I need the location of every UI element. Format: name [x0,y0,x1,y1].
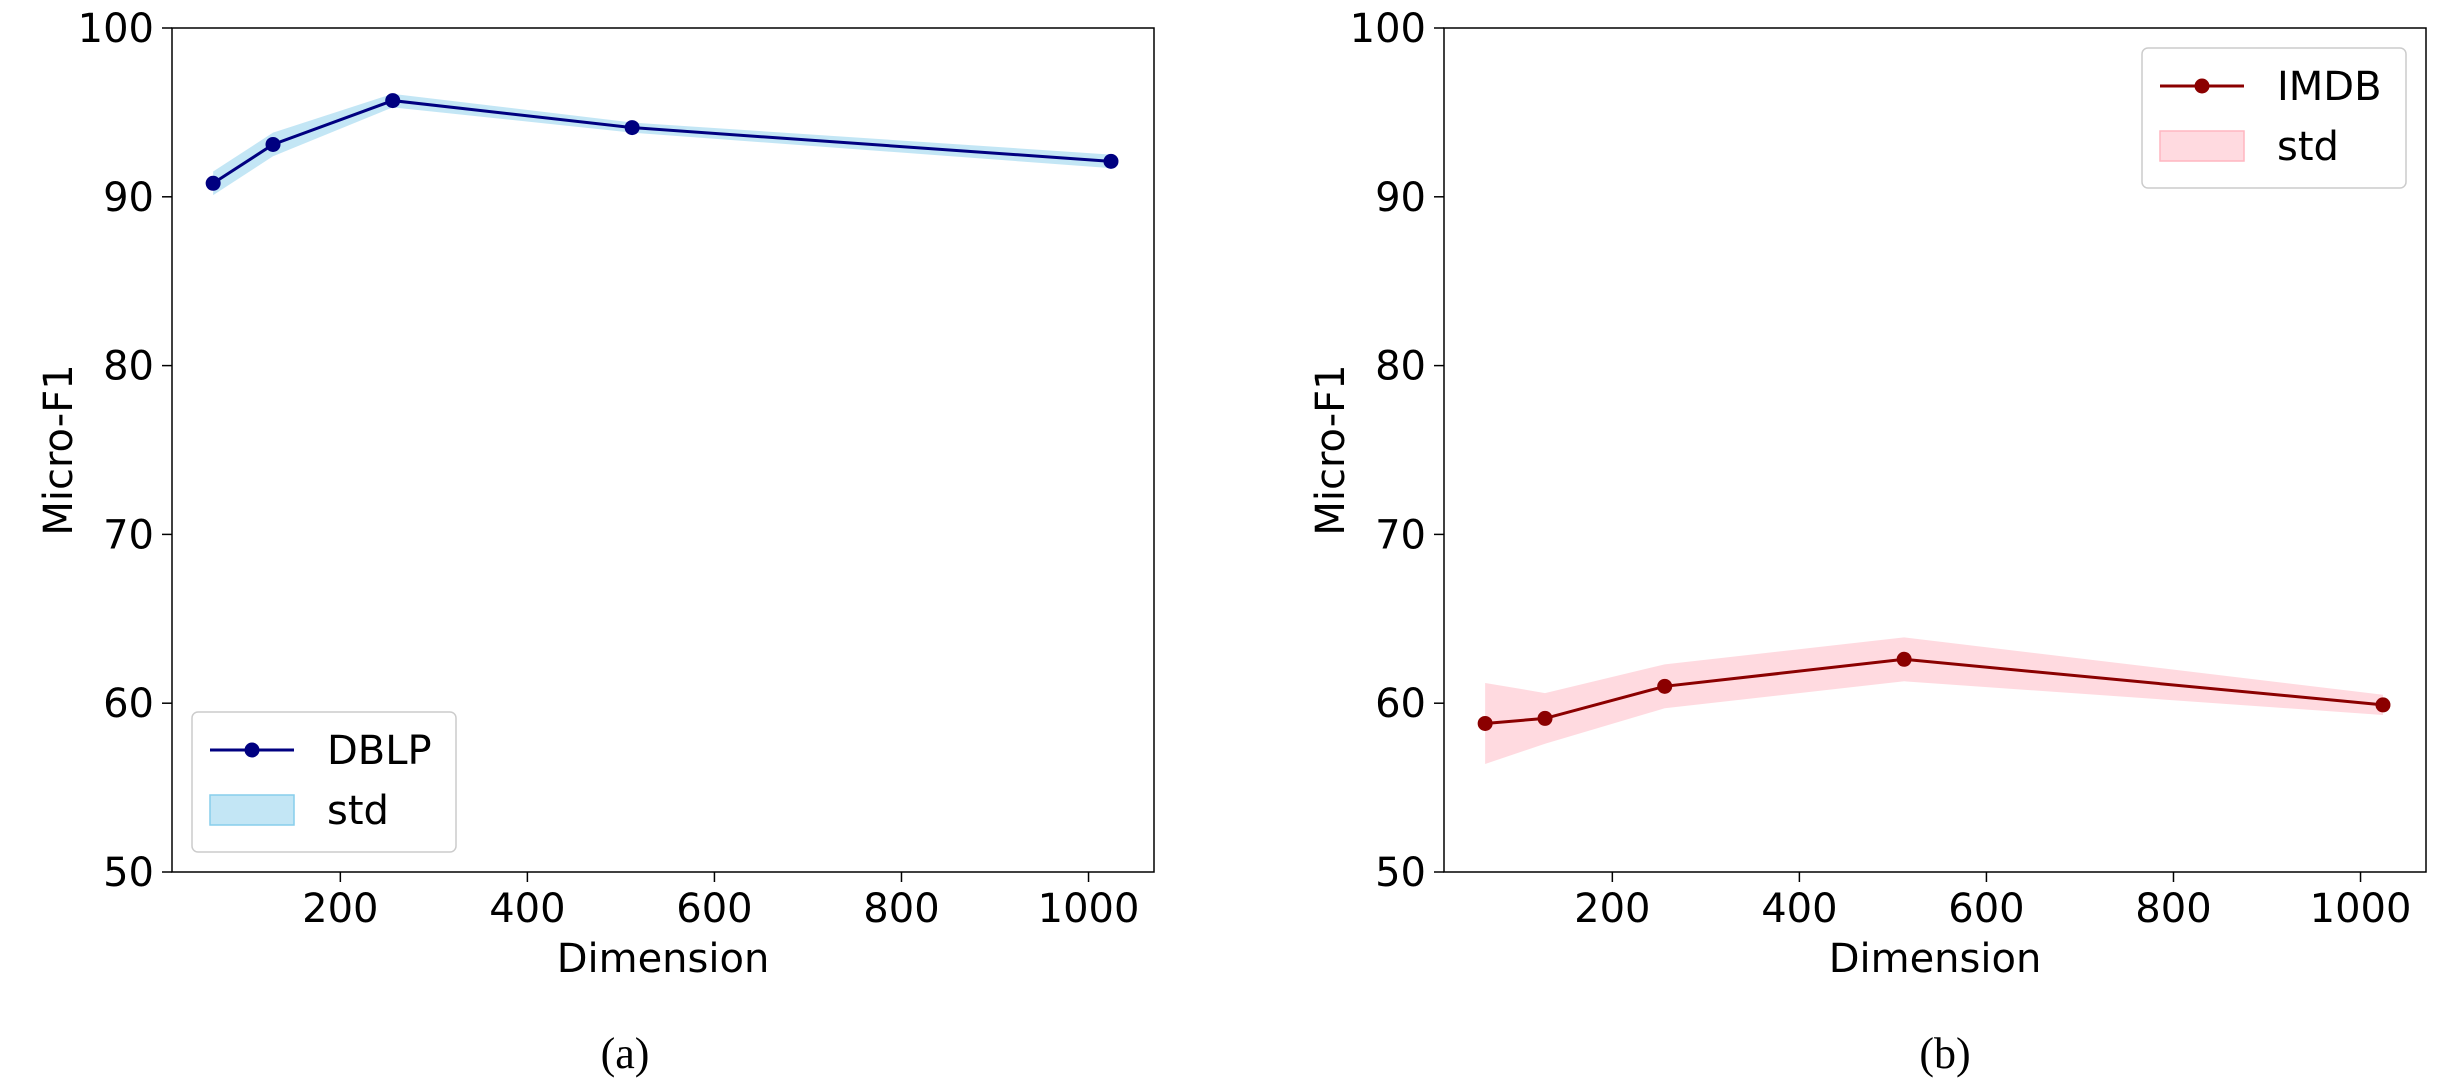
x-tick-label: 200 [1574,886,1650,932]
legend: IMDB std [2141,47,2407,189]
y-tick-label: 90 [103,175,154,221]
y-tick-label: 50 [103,850,154,896]
data-point [265,136,281,152]
x-tick-label: 400 [1761,886,1837,932]
y-tick-label: 80 [1375,344,1426,390]
x-tick-label: 600 [1948,886,2024,932]
legend-label-std: std [327,788,389,834]
x-tick-label: 1000 [2310,886,2412,932]
data-point [624,120,640,136]
legend-marker [2194,78,2210,94]
data-point [1657,678,1673,694]
y-tick-label: 70 [103,512,154,558]
x-tick-label: 200 [302,886,378,932]
y-tick-label: 100 [78,6,154,52]
axes-frame [1443,27,2427,873]
x-tick-label: 800 [2135,886,2211,932]
panel-a: 200 400 600 800 1000 50 60 70 80 90 100 Dimension Mi… [36,6,1155,1078]
data-point [385,93,401,109]
legend: DBLP std [191,711,457,853]
x-tick-label: 800 [863,886,939,932]
data-point [1477,715,1493,731]
y-tick-label: 60 [103,681,154,727]
y-tick-label: 90 [1375,175,1426,221]
x-tick-label: 1000 [1038,886,1140,932]
data-point [1103,153,1119,169]
y-tick-label: 70 [1375,512,1426,558]
std-band [213,93,1111,196]
x-tick-label: 600 [676,886,752,932]
y-tick-label: 60 [1375,681,1426,727]
legend-marker [244,742,260,758]
panel-caption: (b) [1919,1029,1970,1078]
data-point [1537,710,1553,726]
legend-label-std: std [2277,124,2339,170]
y-tick-label: 80 [103,344,154,390]
legend-label-series: IMDB [2277,64,2382,110]
legend-band-swatch [209,794,295,826]
panel-b: 200 400 600 800 1000 50 60 70 80 90 100 Dimension Mi… [1308,6,2427,1078]
legend-band-swatch [2159,130,2245,162]
legend-label-series: DBLP [327,728,432,774]
x-axis-title: Dimension [557,936,770,982]
x-tick-label: 400 [489,886,565,932]
y-tick-label: 50 [1375,850,1426,896]
y-axis-title: Micro-F1 [36,364,82,535]
data-point [205,175,221,191]
x-axis-title: Dimension [1829,936,2042,982]
data-point [1896,651,1912,667]
panel-caption: (a) [601,1029,650,1078]
y-tick-label: 100 [1350,6,1426,52]
y-axis-title: Micro-F1 [1308,364,1354,535]
std-band [1485,637,2383,764]
axes-frame [171,27,1155,873]
data-point [2375,697,2391,713]
